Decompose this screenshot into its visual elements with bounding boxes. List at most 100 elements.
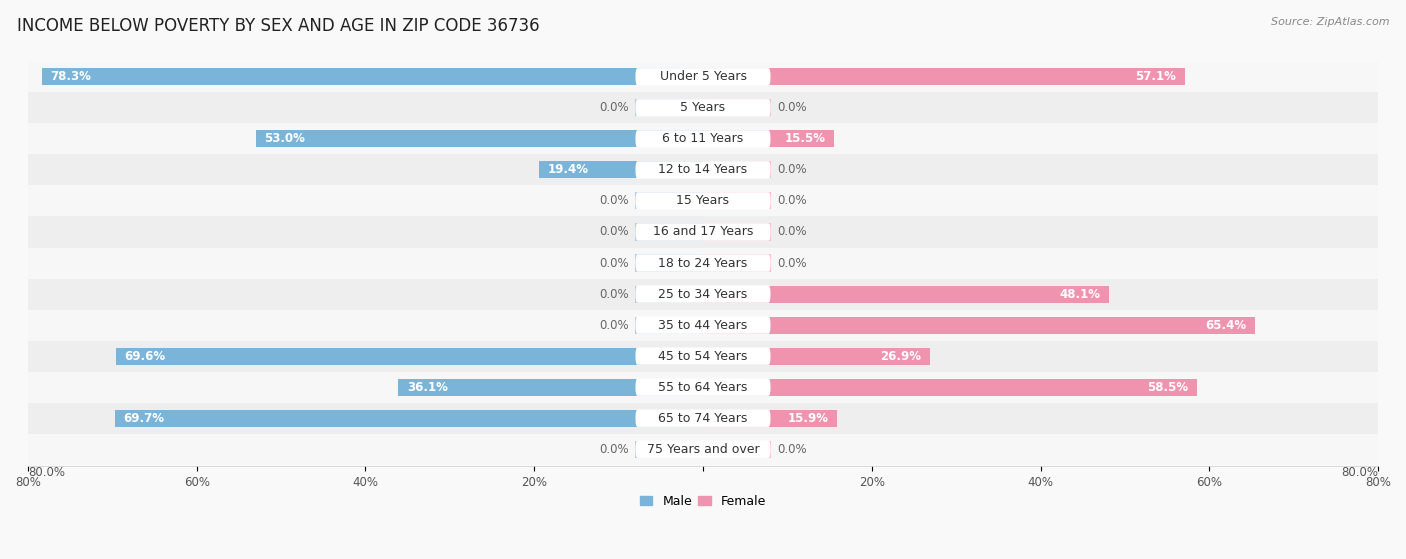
Text: 55 to 64 Years: 55 to 64 Years: [658, 381, 748, 394]
Text: 53.0%: 53.0%: [264, 132, 305, 145]
Bar: [636, 68, 703, 86]
Text: 0.0%: 0.0%: [599, 287, 628, 301]
Bar: [636, 162, 703, 178]
Text: 18 to 24 Years: 18 to 24 Years: [658, 257, 748, 269]
FancyBboxPatch shape: [636, 68, 770, 86]
Bar: [636, 316, 703, 334]
Bar: [636, 254, 703, 272]
Text: 0.0%: 0.0%: [599, 195, 628, 207]
Bar: [703, 224, 770, 240]
Bar: [28, 340, 1378, 372]
Bar: [703, 410, 837, 427]
Text: 36.1%: 36.1%: [406, 381, 447, 394]
Bar: [636, 440, 703, 458]
Bar: [256, 130, 703, 148]
Bar: [636, 130, 703, 148]
Text: Under 5 Years: Under 5 Years: [659, 70, 747, 83]
Bar: [28, 402, 1378, 434]
Text: 0.0%: 0.0%: [778, 257, 807, 269]
FancyBboxPatch shape: [636, 316, 770, 334]
Legend: Male, Female: Male, Female: [636, 490, 770, 513]
Bar: [703, 316, 1256, 334]
Text: INCOME BELOW POVERTY BY SEX AND AGE IN ZIP CODE 36736: INCOME BELOW POVERTY BY SEX AND AGE IN Z…: [17, 17, 540, 35]
Bar: [703, 130, 770, 148]
FancyBboxPatch shape: [636, 99, 770, 116]
Text: 15 Years: 15 Years: [676, 195, 730, 207]
Text: 58.5%: 58.5%: [1147, 381, 1188, 394]
Text: 12 to 14 Years: 12 to 14 Years: [658, 163, 748, 177]
Text: 0.0%: 0.0%: [778, 195, 807, 207]
Bar: [703, 162, 770, 178]
Bar: [636, 286, 703, 302]
Bar: [703, 286, 770, 302]
Text: 0.0%: 0.0%: [599, 225, 628, 239]
Bar: [28, 216, 1378, 248]
Text: 80.0%: 80.0%: [28, 466, 65, 480]
Text: 65 to 74 Years: 65 to 74 Years: [658, 412, 748, 425]
Bar: [703, 100, 770, 116]
Text: 0.0%: 0.0%: [778, 443, 807, 456]
Bar: [703, 286, 1109, 302]
Bar: [28, 61, 1378, 92]
Text: 25 to 34 Years: 25 to 34 Years: [658, 287, 748, 301]
Text: 65.4%: 65.4%: [1205, 319, 1247, 331]
Bar: [28, 310, 1378, 340]
Text: 35 to 44 Years: 35 to 44 Years: [658, 319, 748, 331]
Text: 15.5%: 15.5%: [785, 132, 825, 145]
Bar: [703, 254, 770, 272]
Bar: [115, 348, 703, 364]
Text: 0.0%: 0.0%: [778, 101, 807, 115]
Text: 57.1%: 57.1%: [1136, 70, 1177, 83]
FancyBboxPatch shape: [636, 192, 770, 210]
Text: Source: ZipAtlas.com: Source: ZipAtlas.com: [1271, 17, 1389, 27]
Bar: [703, 68, 770, 86]
Text: 0.0%: 0.0%: [599, 257, 628, 269]
Bar: [28, 124, 1378, 154]
Text: 16 and 17 Years: 16 and 17 Years: [652, 225, 754, 239]
Text: 75 Years and over: 75 Years and over: [647, 443, 759, 456]
Bar: [636, 348, 703, 364]
Text: 0.0%: 0.0%: [599, 443, 628, 456]
Text: 26.9%: 26.9%: [880, 349, 921, 363]
Bar: [28, 92, 1378, 124]
Bar: [398, 378, 703, 396]
Text: 80.0%: 80.0%: [1341, 466, 1378, 480]
Bar: [703, 378, 1197, 396]
Bar: [636, 192, 703, 210]
Bar: [28, 372, 1378, 402]
Text: 0.0%: 0.0%: [599, 319, 628, 331]
FancyBboxPatch shape: [636, 410, 770, 427]
FancyBboxPatch shape: [636, 440, 770, 458]
Text: 0.0%: 0.0%: [778, 225, 807, 239]
Bar: [636, 378, 703, 396]
Text: 6 to 11 Years: 6 to 11 Years: [662, 132, 744, 145]
Text: 69.7%: 69.7%: [124, 412, 165, 425]
Bar: [703, 440, 770, 458]
Text: 45 to 54 Years: 45 to 54 Years: [658, 349, 748, 363]
Text: 5 Years: 5 Years: [681, 101, 725, 115]
Text: 0.0%: 0.0%: [778, 163, 807, 177]
FancyBboxPatch shape: [636, 161, 770, 179]
Bar: [703, 68, 1185, 86]
Bar: [28, 278, 1378, 310]
Bar: [703, 316, 770, 334]
Bar: [636, 100, 703, 116]
Bar: [540, 162, 703, 178]
Text: 48.1%: 48.1%: [1060, 287, 1101, 301]
Text: 69.6%: 69.6%: [124, 349, 166, 363]
Bar: [28, 434, 1378, 465]
FancyBboxPatch shape: [636, 286, 770, 303]
Bar: [28, 154, 1378, 186]
Bar: [703, 192, 770, 210]
Bar: [703, 348, 770, 364]
Bar: [42, 68, 703, 86]
Bar: [636, 224, 703, 240]
Bar: [703, 410, 770, 427]
Bar: [636, 410, 703, 427]
Text: 0.0%: 0.0%: [599, 101, 628, 115]
FancyBboxPatch shape: [636, 223, 770, 241]
Bar: [115, 410, 703, 427]
Bar: [703, 130, 834, 148]
FancyBboxPatch shape: [636, 348, 770, 365]
Text: 19.4%: 19.4%: [548, 163, 589, 177]
